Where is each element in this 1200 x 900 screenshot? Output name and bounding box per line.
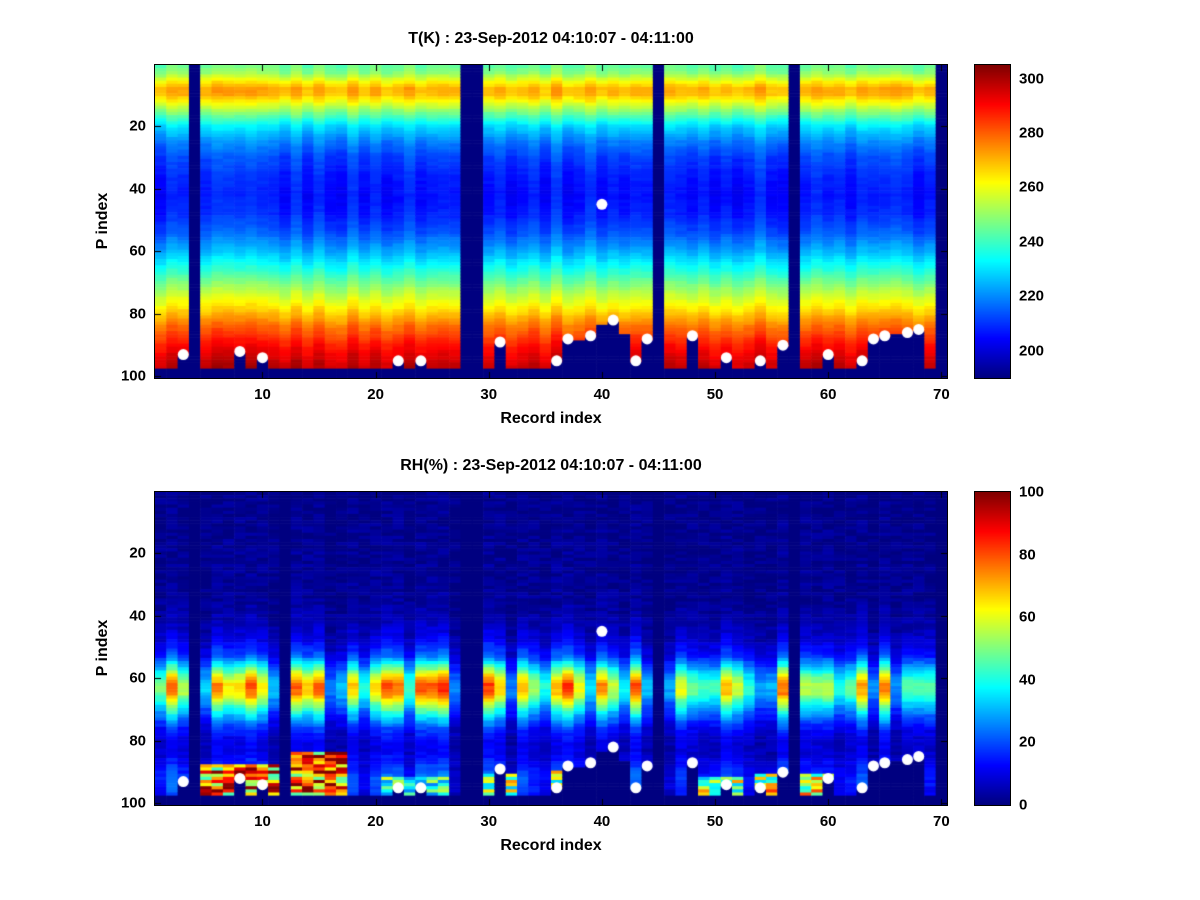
colorbar-tick-label: 60 (1019, 608, 1036, 626)
colorbar-tick-label: 220 (1019, 287, 1045, 305)
humidity-xlabel: Record index (500, 837, 602, 854)
colorbar-tick-label: 40 (1019, 671, 1036, 689)
x-tick-label: 50 (706, 813, 724, 830)
y-tick-label: 80 (129, 305, 146, 323)
x-tick-label: 30 (480, 386, 498, 403)
x-tick-label: 40 (593, 386, 611, 403)
humidity-colorbar (974, 491, 1011, 806)
x-tick-label: 70 (932, 386, 950, 403)
colorbar-tick-label: 260 (1019, 178, 1045, 196)
temperature-xlabel: Record index (500, 410, 602, 427)
temperature-heatmap (154, 64, 948, 379)
x-tick-label: 60 (819, 813, 837, 830)
y-tick-label: 100 (120, 367, 146, 385)
colorbar-tick-label: 240 (1019, 233, 1045, 251)
colorbar-tick-label: 80 (1019, 546, 1036, 564)
temperature-colorbar (974, 64, 1011, 379)
x-tick-label: 40 (593, 813, 611, 830)
x-tick-label: 70 (932, 813, 950, 830)
colorbar-tick-label: 200 (1019, 342, 1045, 360)
humidity-ylabel: P index (94, 619, 111, 677)
colorbar-tick-label: 300 (1019, 70, 1045, 88)
y-tick-label: 60 (129, 242, 146, 260)
x-tick-label: 60 (819, 386, 837, 403)
humidity-plot-title: RH(%) : 23-Sep-2012 04:10:07 - 04:11:00 (400, 457, 702, 474)
y-tick-label: 40 (129, 180, 146, 198)
temperature-plot-title: T(K) : 23-Sep-2012 04:10:07 - 04:11:00 (408, 30, 694, 47)
colorbar-tick-label: 100 (1019, 483, 1045, 501)
x-tick-label: 30 (480, 813, 498, 830)
colorbar-tick-label: 280 (1019, 124, 1045, 142)
x-tick-label: 50 (706, 386, 724, 403)
colorbar-tick-label: 20 (1019, 733, 1036, 751)
colorbar-tick-label: 0 (1019, 796, 1028, 814)
y-tick-label: 20 (129, 544, 146, 562)
y-tick-label: 40 (129, 607, 146, 625)
y-tick-label: 80 (129, 732, 146, 750)
x-tick-label: 20 (367, 386, 384, 403)
y-tick-label: 20 (129, 117, 146, 135)
humidity-heatmap (154, 491, 948, 806)
temperature-ylabel: P index (94, 192, 111, 250)
y-tick-label: 60 (129, 669, 146, 687)
x-tick-label: 20 (367, 813, 384, 830)
x-tick-label: 10 (254, 813, 271, 830)
x-tick-label: 10 (254, 386, 271, 403)
y-tick-label: 100 (120, 794, 146, 812)
